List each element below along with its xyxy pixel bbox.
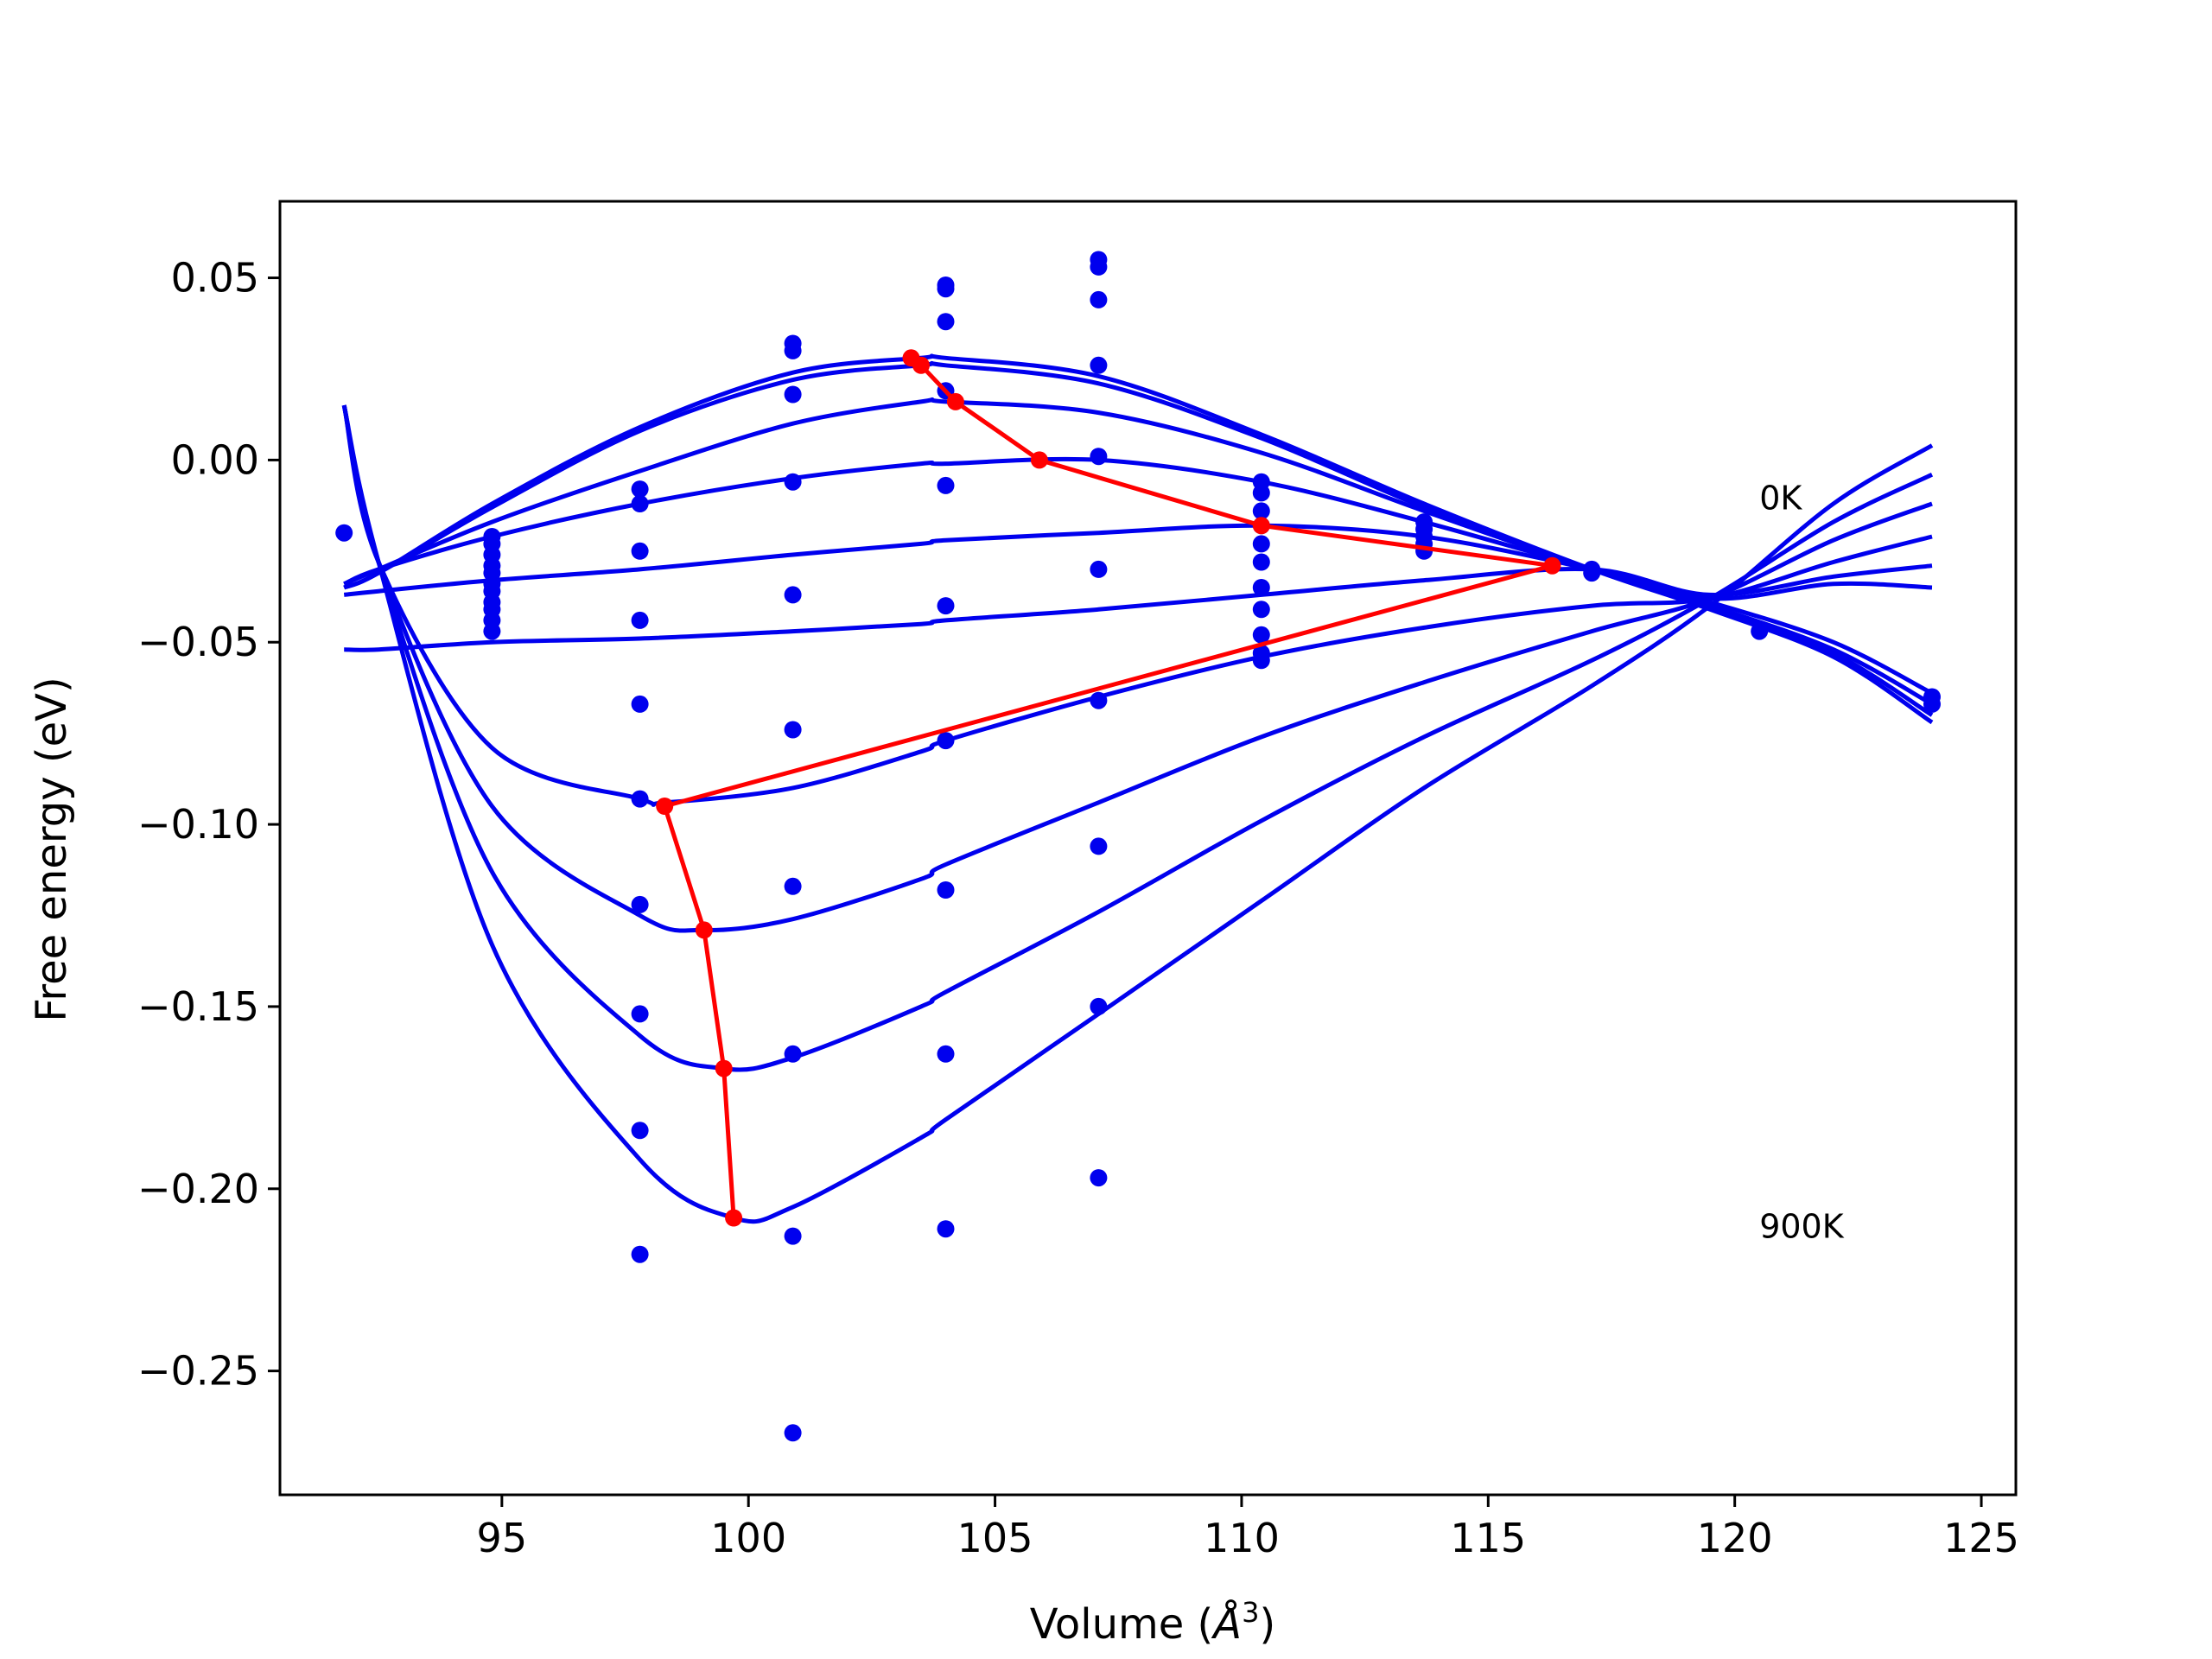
temperature-annotation: 0K <box>1759 479 1802 517</box>
x-tick-label: 125 <box>1943 1515 2019 1561</box>
data-point <box>937 1045 955 1063</box>
axes-frame <box>278 200 2018 1497</box>
y-tick-label: −0.05 <box>137 619 259 665</box>
data-point <box>1252 553 1270 571</box>
data-point <box>937 881 955 899</box>
equilibrium-point <box>725 1209 743 1227</box>
equilibrium-point <box>1030 451 1048 469</box>
equilibrium-volume-line <box>662 356 1554 1218</box>
fit-curve-10 <box>341 404 1934 1224</box>
fit-curve-5 <box>343 523 1933 601</box>
data-point <box>1090 356 1108 374</box>
y-tick-label: 0.05 <box>171 255 259 302</box>
fit-curve-8 <box>341 404 1933 933</box>
equilibrium-point <box>1543 556 1561 575</box>
x-tick-label: 120 <box>1697 1515 1773 1561</box>
x-tick-label: 95 <box>477 1515 528 1561</box>
data-point <box>631 1245 649 1263</box>
data-point <box>1751 622 1769 640</box>
temperature-annotation: 900K <box>1759 1208 1845 1246</box>
annotations: 0K 900K <box>1759 479 1845 1245</box>
data-point <box>1090 560 1108 578</box>
y-tick-label: 0.00 <box>171 436 259 483</box>
x-axis-label: Volume (Å3) <box>1030 1596 1275 1649</box>
data-point <box>335 524 353 542</box>
data-point <box>784 473 802 491</box>
data-point <box>631 542 649 560</box>
data-point <box>784 1045 802 1063</box>
data-point <box>937 732 955 750</box>
data-point <box>1252 626 1270 644</box>
data-point <box>1090 997 1108 1015</box>
data-point <box>784 1227 802 1245</box>
data-point <box>937 476 955 494</box>
data-point <box>483 622 501 640</box>
data-point <box>1090 691 1108 709</box>
equilibrium-point <box>715 1059 733 1077</box>
data-point <box>631 1122 649 1140</box>
equilibrium-point <box>912 356 930 374</box>
data-point <box>631 695 649 713</box>
data-point <box>1252 601 1270 619</box>
x-tick-label: 110 <box>1204 1515 1280 1561</box>
data-point <box>631 480 649 499</box>
data-point <box>1583 564 1601 582</box>
y-tick-label: −0.15 <box>137 983 259 1030</box>
data-point <box>1252 579 1270 596</box>
data-point <box>784 877 802 895</box>
data-point <box>784 586 802 604</box>
data-point <box>631 495 649 512</box>
x-tick-label: 105 <box>957 1515 1033 1561</box>
fit-curve-9 <box>341 404 1934 1072</box>
data-point <box>631 611 649 629</box>
data-point <box>1090 290 1108 308</box>
data-point <box>1923 695 1941 713</box>
data-point <box>784 385 802 404</box>
equilibrium-point <box>656 798 674 815</box>
equilibrium-point <box>946 392 964 410</box>
data-point <box>937 597 955 615</box>
data-point <box>784 721 802 739</box>
y-tick-label: −0.25 <box>137 1348 259 1395</box>
data-point <box>937 280 955 298</box>
fit-curve-6 <box>344 563 1933 652</box>
y-tick-label: −0.10 <box>137 801 259 848</box>
axis-ticks: 95 100 105 110 115 120 125 0.05 0.00 −0.05 −0.10 −0… <box>137 255 2019 1561</box>
equilibrium-point <box>1252 517 1270 535</box>
data-point <box>784 341 802 359</box>
data-point <box>1252 502 1270 520</box>
data-point <box>1090 448 1108 466</box>
data-point <box>1090 837 1108 855</box>
data-point <box>784 1424 802 1442</box>
x-tick-label: 100 <box>710 1515 786 1561</box>
plot-area <box>335 251 1941 1442</box>
data-point <box>1252 484 1270 502</box>
data-point <box>1090 1169 1108 1187</box>
x-tick-label: 115 <box>1450 1515 1526 1561</box>
data-point <box>937 1220 955 1238</box>
y-tick-label: −0.20 <box>137 1166 259 1212</box>
data-point <box>937 313 955 331</box>
data-point <box>1252 652 1270 670</box>
data-point <box>1090 257 1108 276</box>
equilibrium-point <box>695 921 713 939</box>
data-point <box>631 1005 649 1023</box>
y-axis-label: Free energy (eV) <box>28 677 76 1021</box>
data-point <box>1252 535 1270 553</box>
data-point <box>631 895 649 913</box>
data-point <box>631 790 649 808</box>
